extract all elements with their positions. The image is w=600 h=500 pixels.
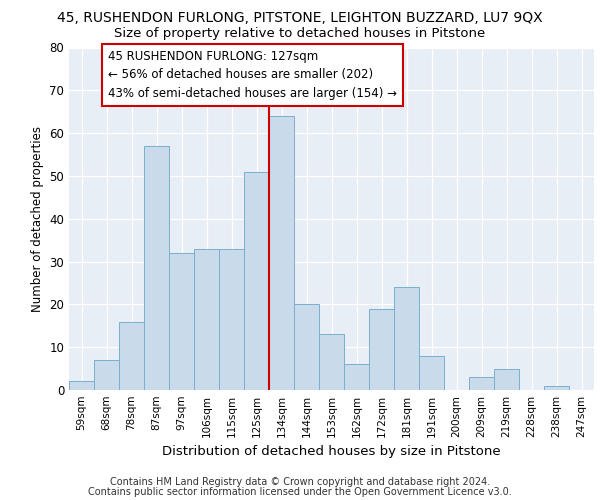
Bar [194,248,219,390]
Bar [344,364,369,390]
Bar [119,322,144,390]
Bar [69,382,94,390]
Text: Size of property relative to detached houses in Pitstone: Size of property relative to detached ho… [115,28,485,40]
Bar [219,248,244,390]
Bar [394,287,419,390]
Bar [169,253,194,390]
Bar [469,377,494,390]
Text: 45, RUSHENDON FURLONG, PITSTONE, LEIGHTON BUZZARD, LU7 9QX: 45, RUSHENDON FURLONG, PITSTONE, LEIGHTO… [57,11,543,25]
Bar [94,360,119,390]
X-axis label: Distribution of detached houses by size in Pitstone: Distribution of detached houses by size … [162,446,501,458]
Y-axis label: Number of detached properties: Number of detached properties [31,126,44,312]
Bar [319,334,344,390]
Text: 45 RUSHENDON FURLONG: 127sqm
← 56% of detached houses are smaller (202)
43% of s: 45 RUSHENDON FURLONG: 127sqm ← 56% of de… [108,50,397,100]
Bar [419,356,444,390]
Text: Contains public sector information licensed under the Open Government Licence v3: Contains public sector information licen… [88,487,512,497]
Text: Contains HM Land Registry data © Crown copyright and database right 2024.: Contains HM Land Registry data © Crown c… [110,477,490,487]
Bar [144,146,169,390]
Bar [369,308,394,390]
Bar [269,116,294,390]
Bar [244,172,269,390]
Bar [494,368,519,390]
Bar [294,304,319,390]
Bar [544,386,569,390]
